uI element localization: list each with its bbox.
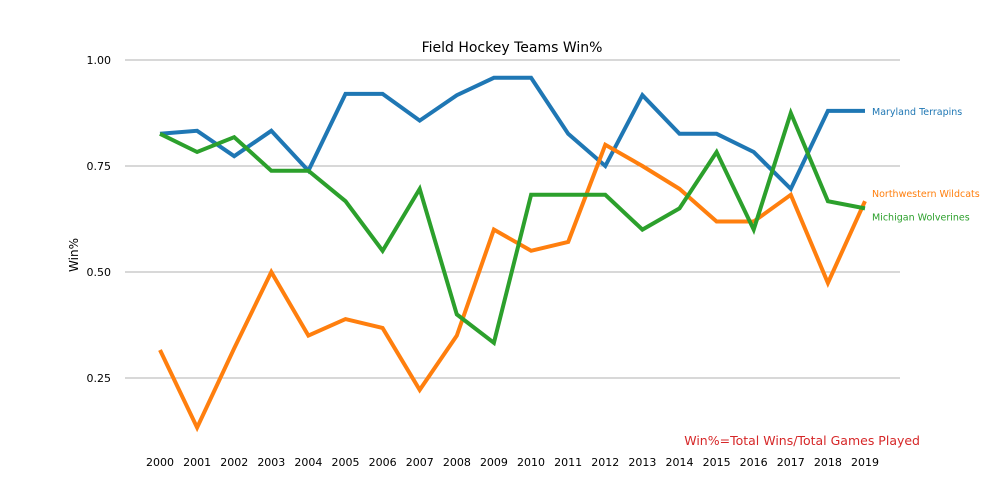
x-tick-label: 2009	[480, 456, 508, 469]
x-tick-label: 2006	[369, 456, 397, 469]
x-tick-labels: 2000 2001 2002 2003 2004 2005 2006 2007 2008 2009…	[146, 456, 879, 469]
y-tick-labels: 0.25 0.50 0.75 1.00	[87, 54, 112, 385]
y-tick-label: 0.25	[87, 372, 112, 385]
series-label: Michigan Wolverines	[872, 212, 970, 223]
x-tick-label: 2011	[554, 456, 582, 469]
series-label: Maryland Terrapins	[872, 107, 962, 118]
x-tick-label: 2008	[443, 456, 471, 469]
x-tick-label: 2016	[740, 456, 768, 469]
x-tick-label: 2018	[814, 456, 842, 469]
series-line-northwestern-wildcats	[158, 141, 867, 433]
formula-annotation: Win%=Total Wins/Total Games Played	[684, 433, 920, 448]
x-tick-label: 2012	[591, 456, 619, 469]
series-line-michigan-wolverines	[159, 107, 866, 347]
x-tick-label: 2005	[332, 456, 360, 469]
y-tick-label: 0.75	[87, 160, 112, 173]
x-tick-label: 2007	[406, 456, 434, 469]
series-label: Northwestern Wildcats	[872, 189, 980, 200]
x-tick-label: 2003	[257, 456, 285, 469]
series-lines	[158, 75, 867, 433]
y-tick-label: 1.00	[87, 54, 112, 67]
chart-title: Field Hockey Teams Win%	[422, 40, 603, 56]
x-tick-label: 2002	[220, 456, 248, 469]
x-tick-label: 2014	[665, 456, 693, 469]
x-tick-label: 2004	[294, 456, 322, 469]
x-tick-label: 2019	[851, 456, 879, 469]
y-tick-label: 0.50	[87, 266, 112, 279]
series-end-labels: Maryland Terrapins Northwestern Wildcats M…	[872, 107, 980, 224]
gridlines	[125, 59, 900, 379]
x-tick-label: 2017	[777, 456, 805, 469]
x-tick-label: 2001	[183, 456, 211, 469]
x-tick-label: 2013	[628, 456, 656, 469]
x-tick-label: 2015	[703, 456, 731, 469]
x-tick-label: 2000	[146, 456, 174, 469]
y-axis-label: Win%	[67, 238, 81, 272]
series-line-maryland-terrapins	[159, 75, 865, 193]
x-tick-label: 2010	[517, 456, 545, 469]
